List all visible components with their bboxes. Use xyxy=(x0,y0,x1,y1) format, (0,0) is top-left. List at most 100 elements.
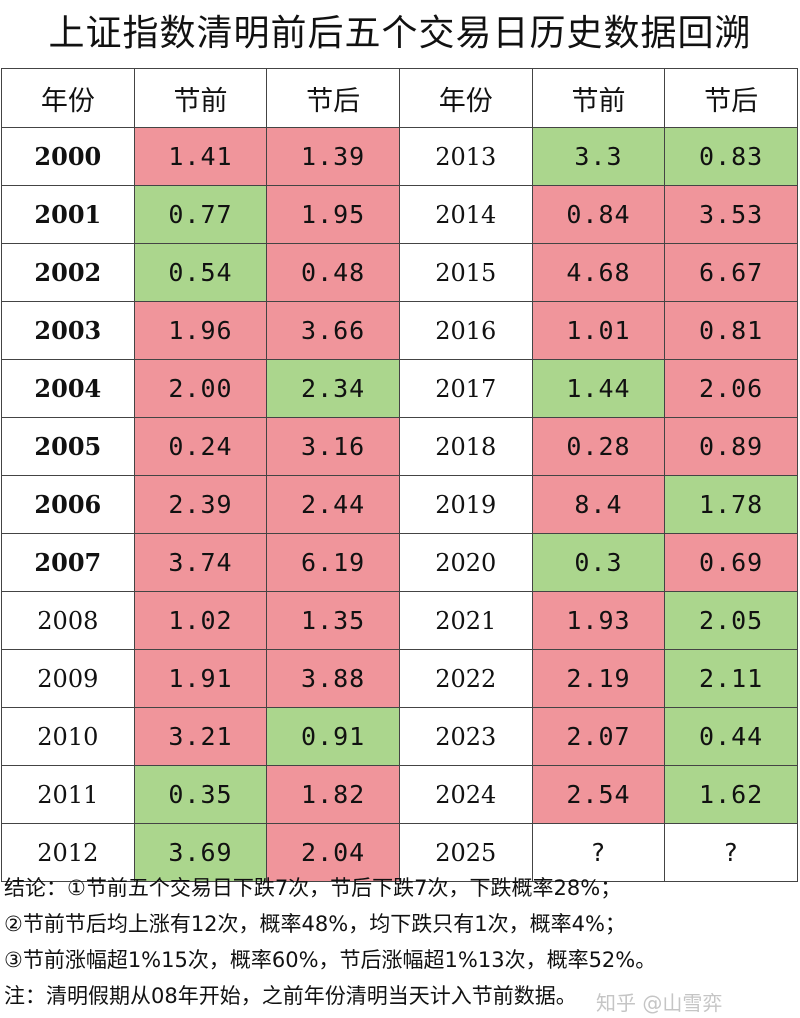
year-cell: 2021 xyxy=(398,591,533,650)
table-row: 2006 2.39 2.44 2019 8.4 1.78 xyxy=(1,475,798,534)
post-holiday-cell: 6.67 xyxy=(664,243,798,302)
table-row: 2009 1.91 3.88 2022 2.19 2.11 xyxy=(1,649,798,708)
year-cell: 2010 xyxy=(1,707,135,766)
header-year-left: 年份 xyxy=(1,68,135,128)
table-row: 2012 3.69 2.04 2025?? xyxy=(1,823,798,882)
pre-holiday-cell: 0.84 xyxy=(531,185,666,244)
year-cell: 2025 xyxy=(398,823,533,882)
pre-holiday-cell: 1.91 xyxy=(133,649,268,708)
pre-holiday-cell: 1.01 xyxy=(531,301,666,360)
table-row: 2010 3.21 0.91 2023 2.07 0.44 xyxy=(1,707,798,766)
table-row: 2002 0.54 0.48 2015 4.68 6.67 xyxy=(1,243,798,302)
pre-holiday-cell: 1.96 xyxy=(133,301,268,360)
year-cell: 2004 xyxy=(1,359,135,418)
pre-holiday-cell: 2.19 xyxy=(531,649,666,708)
year-cell: 2005 xyxy=(1,417,135,476)
year-cell: 2007 xyxy=(1,533,135,592)
post-holiday-cell: 2.44 xyxy=(266,475,400,534)
post-holiday-cell: 0.83 xyxy=(664,127,798,186)
pre-holiday-cell: 0.3 xyxy=(531,533,666,592)
post-holiday-cell: ? xyxy=(664,823,798,882)
post-holiday-cell: 1.78 xyxy=(664,475,798,534)
data-table: 年份 节前 节后 年份 节前 节后 2000 1.41 1.39 2013 3.3 0.8… xyxy=(1,68,798,882)
post-holiday-cell: 3.66 xyxy=(266,301,400,360)
pre-holiday-cell: 8.4 xyxy=(531,475,666,534)
table-row: 2007 3.74 6.19 2020 0.3 0.69 xyxy=(1,533,798,592)
year-cell: 2000 xyxy=(1,127,135,186)
pre-holiday-cell: 3.74 xyxy=(133,533,268,592)
table-row: 2011 0.35 1.82 2024 2.54 1.62 xyxy=(1,765,798,824)
conclusion-notes: 结论：①节前五个交易日下跌7次，节后下跌7次，下跌概率28%； ②节前节后均上涨… xyxy=(4,870,796,1014)
pre-holiday-cell: 1.02 xyxy=(133,591,268,650)
table-row: 2008 1.02 1.35 2021 1.93 2.05 xyxy=(1,591,798,650)
post-holiday-cell: 2.11 xyxy=(664,649,798,708)
page-title: 上证指数清明前后五个交易日历史数据回溯 xyxy=(48,13,752,54)
year-cell: 2002 xyxy=(1,243,135,302)
note-line: ②节前节后均上涨有12次，概率48%，均下跌只有1次，概率4%； xyxy=(4,912,626,936)
post-holiday-cell: 0.91 xyxy=(266,707,400,766)
year-cell: 2003 xyxy=(1,301,135,360)
table-row: 2004 2.00 2.34 2017 1.44 2.06 xyxy=(1,359,798,418)
header-pre-left: 节前 xyxy=(133,68,268,128)
pre-holiday-cell: 2.00 xyxy=(133,359,268,418)
watermark: 知乎 @山雪弈 xyxy=(596,991,723,1015)
post-holiday-cell: 0.89 xyxy=(664,417,798,476)
header-row: 年份 节前 节后 年份 节前 节后 xyxy=(1,68,798,128)
pre-holiday-cell: 4.68 xyxy=(531,243,666,302)
post-holiday-cell: 2.05 xyxy=(664,591,798,650)
post-holiday-cell: 2.34 xyxy=(266,359,400,418)
pre-holiday-cell: 1.44 xyxy=(531,359,666,418)
pre-holiday-cell: 2.54 xyxy=(531,765,666,824)
header-pre-right: 节前 xyxy=(531,68,666,128)
pre-holiday-cell: 2.07 xyxy=(531,707,666,766)
post-holiday-cell: 0.48 xyxy=(266,243,400,302)
year-cell: 2016 xyxy=(398,301,533,360)
table-row: 2001 0.77 1.95 2014 0.84 3.53 xyxy=(1,185,798,244)
year-cell: 2023 xyxy=(398,707,533,766)
table-row: 2000 1.41 1.39 2013 3.3 0.83 xyxy=(1,127,798,186)
post-holiday-cell: 3.16 xyxy=(266,417,400,476)
post-holiday-cell: 0.44 xyxy=(664,707,798,766)
year-cell: 2006 xyxy=(1,475,135,534)
year-cell: 2018 xyxy=(398,417,533,476)
year-cell: 2001 xyxy=(1,185,135,244)
pre-holiday-cell: 3.21 xyxy=(133,707,268,766)
year-cell: 2014 xyxy=(398,185,533,244)
header-post-left: 节后 xyxy=(266,68,400,128)
pre-holiday-cell: 1.93 xyxy=(531,591,666,650)
year-cell: 2024 xyxy=(398,765,533,824)
post-holiday-cell: 3.88 xyxy=(266,649,400,708)
pre-holiday-cell: 3.69 xyxy=(133,823,268,882)
post-holiday-cell: 0.81 xyxy=(664,301,798,360)
post-holiday-cell: 3.53 xyxy=(664,185,798,244)
year-cell: 2020 xyxy=(398,533,533,592)
pre-holiday-cell: 2.39 xyxy=(133,475,268,534)
pre-holiday-cell: 0.54 xyxy=(133,243,268,302)
pre-holiday-cell: 0.77 xyxy=(133,185,268,244)
post-holiday-cell: 2.06 xyxy=(664,359,798,418)
pre-holiday-cell: 3.3 xyxy=(531,127,666,186)
pre-holiday-cell: 1.41 xyxy=(133,127,268,186)
note-line: 结论：①节前五个交易日下跌7次，节后下跌7次，下跌概率28%； xyxy=(4,876,622,900)
year-cell: 2012 xyxy=(1,823,135,882)
post-holiday-cell: 1.82 xyxy=(266,765,400,824)
table-row: 2005 0.24 3.16 2018 0.28 0.89 xyxy=(1,417,798,476)
year-cell: 2022 xyxy=(398,649,533,708)
post-holiday-cell: 6.19 xyxy=(266,533,400,592)
pre-holiday-cell: 0.28 xyxy=(531,417,666,476)
post-holiday-cell: 0.69 xyxy=(664,533,798,592)
pre-holiday-cell: 0.35 xyxy=(133,765,268,824)
post-holiday-cell: 1.62 xyxy=(664,765,798,824)
table-row: 2003 1.96 3.66 2016 1.01 0.81 xyxy=(1,301,798,360)
post-holiday-cell: 1.35 xyxy=(266,591,400,650)
pre-holiday-cell: 0.24 xyxy=(133,417,268,476)
post-holiday-cell: 1.95 xyxy=(266,185,400,244)
post-holiday-cell: 1.39 xyxy=(266,127,400,186)
year-cell: 2017 xyxy=(398,359,533,418)
note-line: 注：清明假期从08年开始，之前年份清明当天计入节前数据。 xyxy=(4,984,577,1008)
header-post-right: 节后 xyxy=(664,68,798,128)
year-cell: 2009 xyxy=(1,649,135,708)
year-cell: 2013 xyxy=(398,127,533,186)
post-holiday-cell: 2.04 xyxy=(266,823,400,882)
year-cell: 2015 xyxy=(398,243,533,302)
